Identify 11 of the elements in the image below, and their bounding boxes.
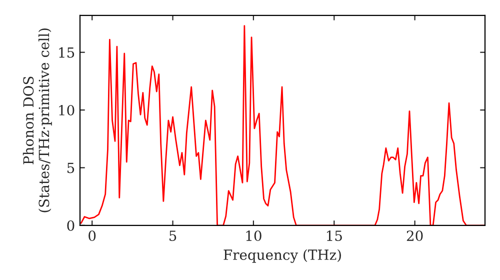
y-tick-label: 15 bbox=[59, 47, 74, 58]
y-tick-label: 0 bbox=[67, 220, 74, 231]
x-tick-label: 0 bbox=[88, 230, 96, 242]
y-axis-title: Phonon DOS (States/THz·primitive cell) bbox=[22, 28, 52, 212]
x-tick-label: 10 bbox=[246, 230, 262, 242]
x-tick-label: 5 bbox=[170, 230, 176, 242]
x-tick-label: 20 bbox=[406, 230, 423, 242]
x-axis-title: Frequency (THz) bbox=[224, 249, 341, 263]
y-tick-label: 10 bbox=[59, 104, 74, 116]
x-tick-label: 15 bbox=[326, 230, 342, 242]
y-tick-label: 5 bbox=[67, 162, 74, 174]
